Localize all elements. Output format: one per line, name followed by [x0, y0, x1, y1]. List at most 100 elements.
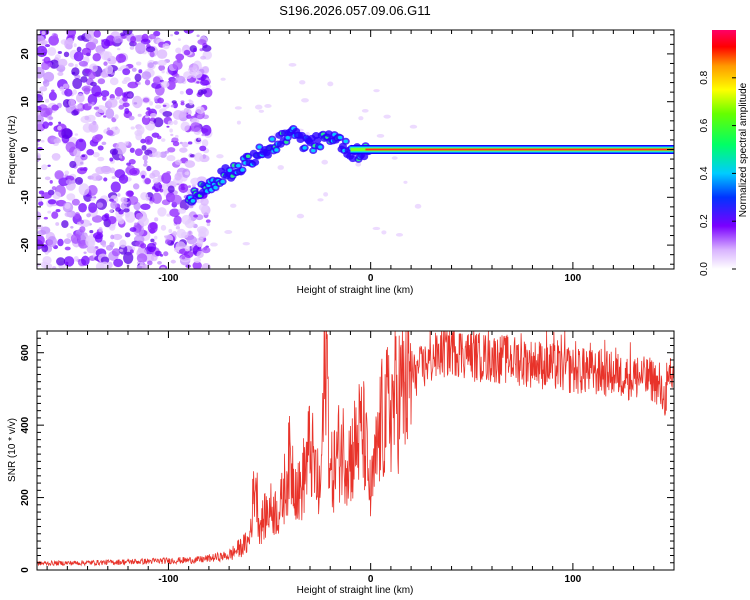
colorbar-tick-label: 0.6	[699, 118, 710, 132]
colorbar-tick-label: 0.4	[699, 166, 710, 180]
spectrogram-noise-blob	[47, 164, 51, 167]
spectrogram-noise-blob	[95, 262, 105, 269]
spectrogram-noise-blob	[101, 38, 111, 49]
spectrogram-noise-blob	[44, 176, 51, 181]
spectrogram-noise-blob	[93, 30, 101, 38]
spectrogram-noise-blob	[144, 177, 151, 185]
spectrogram-noise-blob	[136, 264, 147, 269]
spectrogram-noise-blob	[65, 179, 72, 185]
spectrogram-noise-blob	[166, 171, 171, 175]
spectrogram-noise-blob	[196, 81, 200, 84]
spectrogram-noise-blob	[299, 80, 306, 85]
spectrogram-noise-blob	[224, 230, 233, 235]
spectrogram-noise-blob	[301, 98, 309, 103]
spectrogram-noise-blob	[199, 145, 207, 152]
spectrogram-noise-blob	[258, 109, 265, 113]
spectrogram-noise-blob	[71, 110, 79, 116]
spectrogram-noise-blob	[178, 183, 189, 193]
spectrogram-noise-blob	[107, 97, 118, 108]
spectrogram-noise-blob	[133, 41, 137, 46]
spectrogram-noise-blob	[57, 58, 68, 67]
spectrogram-noise-blob	[42, 79, 50, 87]
spectrogram-noise-blob	[144, 135, 153, 145]
spectrogram-noise-blob	[157, 59, 167, 66]
spectrogram-noise-blob	[68, 98, 76, 107]
spectrogram-noise-blob	[170, 133, 174, 137]
spectrogram-trace-blob	[251, 158, 260, 166]
spectrogram-noise-blob	[103, 177, 108, 182]
spectrogram-noise-blob	[161, 172, 172, 184]
spectrogram-noise-blob	[158, 64, 165, 72]
spectrogram-noise-blob	[186, 235, 198, 245]
spectrogram-noise-blob	[128, 159, 136, 165]
spectrogram-noise-blob	[242, 242, 250, 246]
spectrogram-noise-blob	[125, 190, 134, 198]
spectrogram-noise-blob	[73, 148, 81, 158]
spectrogram-noise-blob	[141, 174, 146, 179]
spectrogram-y-tick-label: -20	[20, 237, 31, 252]
spectrogram-noise-blob	[148, 201, 154, 205]
colorbar-tick-label: 0.0	[699, 262, 710, 276]
spectrogram-y-label: Frequency (Hz)	[7, 116, 18, 185]
spectrogram-noise-blob	[143, 163, 148, 167]
spectrogram-noise-blob	[66, 193, 76, 201]
spectrogram-noise-blob	[149, 51, 155, 58]
spectrogram-y-tick-label: 10	[20, 96, 31, 108]
spectrogram-noise-blob	[98, 226, 103, 233]
spectrogram-x-tick-label: 0	[368, 273, 374, 284]
spectrogram-noise-blob	[40, 139, 45, 143]
snr-x-tick-label: -100	[158, 574, 178, 585]
spectrogram-noise-blob	[149, 222, 158, 230]
spectrogram-noise-blob	[87, 103, 92, 107]
spectrogram-noise-blob	[73, 255, 79, 262]
spectrogram-noise-blob	[71, 67, 80, 76]
spectrogram-noise-blob	[148, 33, 157, 40]
spectrogram-noise-blob	[109, 241, 115, 248]
spectrogram-noise-blob	[77, 167, 87, 175]
spectrogram-trace-core	[257, 145, 262, 149]
spectrogram-noise-blob	[174, 159, 182, 165]
spectrogram-noise-blob	[160, 80, 170, 88]
spectrogram-noise-blob	[47, 46, 57, 56]
spectrogram-y-tick-label: 20	[20, 48, 31, 60]
spectrogram-noise-blob	[115, 96, 120, 100]
colorbar-gradient	[712, 30, 736, 269]
spectrogram-noise-blob	[216, 154, 224, 159]
spectrogram-noise-blob	[175, 47, 182, 54]
spectrogram-noise-blob	[141, 71, 152, 80]
spectrogram-noise-blob	[37, 114, 44, 125]
spectrogram-noise-blob	[174, 172, 182, 181]
spectrogram-noise-blob	[138, 216, 149, 227]
spectrogram-noise-blob	[72, 77, 83, 89]
spectrogram-noise-blob	[71, 198, 80, 206]
spectrogram-noise-blob	[147, 62, 154, 69]
spectrogram-noise-blob	[59, 86, 65, 92]
spectrogram-noise-blob	[118, 100, 122, 104]
spectrogram-noise-blob	[78, 60, 88, 67]
spectrogram-noise-blob	[140, 203, 151, 210]
spectrogram-x-tick-label: 100	[565, 273, 582, 284]
spectrogram-noise-blob	[110, 234, 115, 240]
spectrogram-noise-blob	[185, 88, 194, 96]
spectrogram-noise-blob	[100, 90, 110, 97]
spectrogram-noise-blob	[372, 226, 381, 231]
spectrogram-noise-blob	[51, 104, 59, 111]
spectrogram-noise-blob	[373, 89, 380, 93]
snr-ticks: -100 0 100 0 200 400 600	[20, 330, 675, 585]
spectrogram-noise-blob	[327, 81, 334, 87]
spectrogram-noise-blob	[134, 73, 142, 82]
spectrogram-noise-blob	[111, 176, 116, 179]
spectrogram-noise-blob	[196, 34, 200, 38]
spectrogram-noise-blob	[170, 259, 176, 264]
spectrogram-noise-blob	[97, 145, 104, 151]
spectrogram-noise-blob	[101, 166, 112, 175]
spectrogram-noise-blob	[55, 208, 61, 213]
spectrogram-noise-blob	[37, 196, 43, 202]
spectrogram-noise-blob	[91, 101, 95, 106]
colorbar-ticks: 0.0 0.2 0.4 0.6 0.8	[699, 70, 736, 276]
spectrogram-noise-blob	[152, 177, 160, 184]
spectrogram-noise-blob	[196, 250, 204, 259]
spectrogram-noise-blob	[53, 138, 62, 144]
spectrogram-noise-blob	[179, 90, 184, 95]
spectrogram-noise-blob	[201, 124, 212, 136]
